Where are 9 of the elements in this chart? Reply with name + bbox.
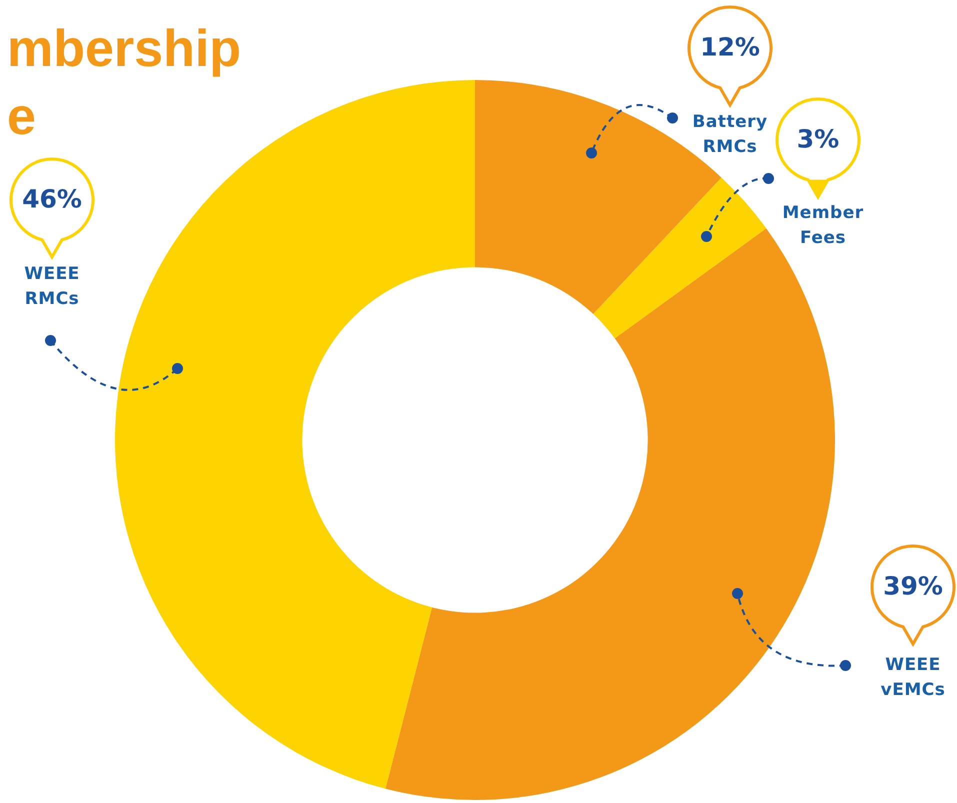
slice-label: Member Fees (782, 202, 864, 250)
slice-label: WEEE RMCs (24, 263, 80, 311)
data-label: 39% (883, 572, 943, 600)
slice-label: WEEE vEMCs (880, 654, 946, 702)
slice-label: Battery RMCs (692, 111, 768, 159)
data-label: 12% (700, 32, 760, 62)
data-label: 46% (22, 184, 82, 214)
chart-title: mbership e (7, 19, 242, 148)
data-label: 3% (796, 124, 840, 154)
